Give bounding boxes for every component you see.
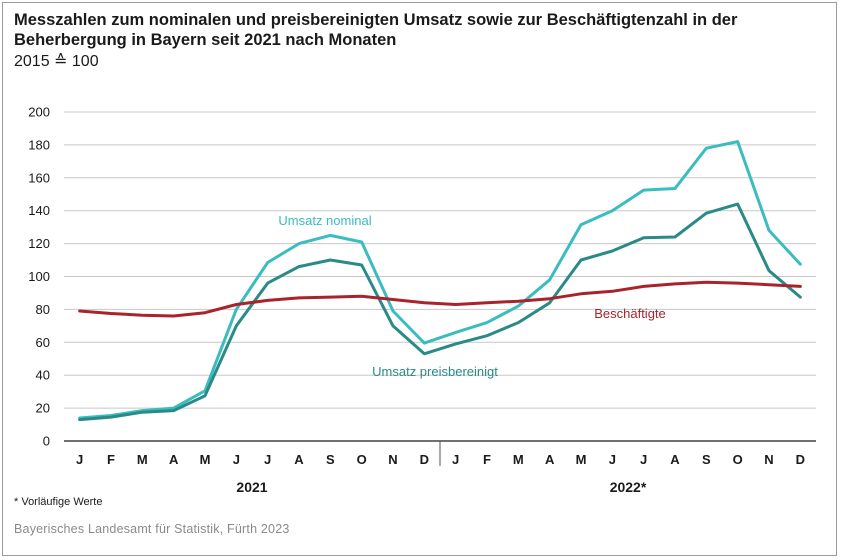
- y-tick-label: 160: [28, 170, 50, 185]
- y-tick-label: 140: [28, 203, 50, 218]
- y-tick-label: 200: [28, 105, 50, 120]
- x-tick-label: O: [733, 452, 743, 467]
- x-tick-label: D: [420, 452, 429, 467]
- x-tick-label: A: [545, 452, 555, 467]
- chart-title: Messzahlen zum nominalen und preisberein…: [14, 11, 738, 49]
- x-tick-label: N: [388, 452, 397, 467]
- x-tick-label: J: [609, 452, 616, 467]
- x-tick-label: J: [264, 452, 271, 467]
- x-tick-label: F: [483, 452, 491, 467]
- x-tick-label: S: [702, 452, 711, 467]
- footnote: * Vorläufige Werte: [14, 496, 103, 508]
- y-tick-label: 0: [43, 434, 50, 449]
- series-label: Beschäftigte: [594, 306, 666, 321]
- x-tick-label: O: [357, 452, 367, 467]
- x-tick-label: F: [107, 452, 115, 467]
- series-label: Umsatz nominal: [278, 213, 371, 228]
- x-tick-label: D: [796, 452, 805, 467]
- y-tick-label: 40: [36, 368, 50, 383]
- x-tick-label: J: [640, 452, 647, 467]
- year-label: 2021: [236, 479, 267, 495]
- x-tick-label: N: [764, 452, 773, 467]
- x-tick-label: A: [294, 452, 304, 467]
- year-label: 2022*: [610, 479, 647, 495]
- chart-subtitle: 2015 ≙ 100: [14, 53, 99, 70]
- y-tick-label: 20: [36, 401, 50, 416]
- x-tick-label: S: [326, 452, 335, 467]
- x-tick-label: J: [233, 452, 240, 467]
- y-tick-label: 120: [28, 236, 50, 251]
- source-note: Bayerisches Landesamt für Statistik, Für…: [14, 522, 290, 536]
- x-tick-label: J: [452, 452, 459, 467]
- x-tick-label: M: [576, 452, 587, 467]
- x-tick-label: J: [76, 452, 83, 467]
- series-line: [78, 202, 802, 422]
- y-tick-label: 80: [36, 302, 50, 317]
- x-tick-label: M: [137, 452, 148, 467]
- series-line: [78, 280, 802, 318]
- x-tick-label: M: [200, 452, 211, 467]
- y-tick-label: 100: [28, 269, 50, 284]
- series-label: Umsatz preisbereinigt: [372, 364, 498, 379]
- y-tick-label: 180: [28, 137, 50, 152]
- x-tick-label: M: [513, 452, 524, 467]
- series-line: [78, 140, 802, 420]
- x-tick-label: A: [169, 452, 179, 467]
- x-tick-label: A: [670, 452, 680, 467]
- y-tick-label: 60: [36, 335, 50, 350]
